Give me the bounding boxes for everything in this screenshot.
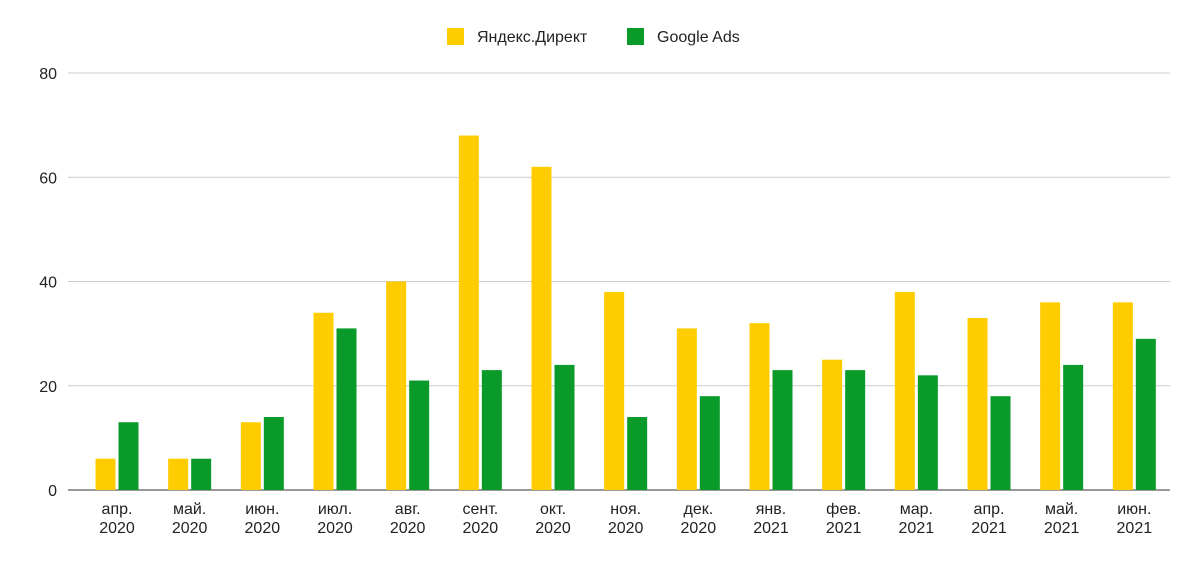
x-tick-label-month: июл. [318,501,352,518]
legend-label-yandex: Яндекс.Директ [477,29,588,46]
bar-google-4 [409,380,430,490]
y-tick-label: 80 [39,66,57,83]
bar-yandex-4 [386,281,407,490]
bar-yandex-9 [749,323,770,490]
x-tick-label-year: 2020 [608,520,644,537]
bar-google-2 [263,417,284,490]
x-tick-label-year: 2020 [463,520,499,537]
x-tick-label-month: янв. [756,501,786,518]
x-tick-label-month: авг. [395,501,421,518]
x-tick-label-month: ноя. [610,501,641,518]
bar-google-14 [1135,338,1156,490]
x-tick-label-year: 2020 [681,520,717,537]
bar-yandex-8 [676,328,697,490]
x-tick-label-month: дек. [683,501,713,518]
bar-yandex-3 [313,312,334,490]
legend-swatch-google [627,28,644,45]
x-tick-label-year: 2020 [535,520,571,537]
x-tick-label-year: 2021 [1117,520,1153,537]
y-tick-label: 40 [39,275,57,292]
legend-label-google: Google Ads [657,29,740,46]
bars [95,135,1156,491]
bar-google-0 [118,422,139,490]
legend: Яндекс.Директ Google Ads [447,28,740,46]
legend-swatch-yandex [447,28,464,45]
x-tick-label-year: 2021 [899,520,935,537]
bar-google-3 [336,328,357,490]
x-tick-label-month: апр. [974,501,1005,518]
x-tick-label-month: июн. [1117,501,1151,518]
x-tick-label-month: июн. [245,501,279,518]
bar-google-10 [845,370,866,490]
bar-google-5 [481,370,502,490]
bar-yandex-6 [531,166,552,490]
x-tick-label-year: 2021 [826,520,862,537]
bar-google-12 [990,396,1011,490]
bar-yandex-7 [604,291,625,490]
y-tick-label: 0 [48,483,57,500]
x-axis: апр. 2020 май. 2020 июн. 2020 июл. 2020 авг. 2020… [99,501,1152,537]
bar-yandex-1 [168,458,189,490]
x-tick-label-year: 2021 [753,520,789,537]
x-tick-label-month: сент. [462,501,498,518]
y-tick-label: 60 [39,170,57,187]
x-tick-label-year: 2020 [317,520,353,537]
bar-yandex-12 [967,317,988,490]
x-tick-label-year: 2020 [172,520,208,537]
bar-google-9 [772,370,793,490]
x-tick-label-month: май. [1045,501,1078,518]
bar-yandex-13 [1040,302,1061,490]
x-tick-label-year: 2021 [971,520,1007,537]
bar-google-1 [191,458,212,490]
bar-google-8 [699,396,720,490]
bar-google-11 [917,375,938,490]
x-tick-label-year: 2020 [245,520,281,537]
bar-yandex-0 [95,458,116,490]
x-tick-label-year: 2021 [1044,520,1080,537]
bar-yandex-5 [458,135,479,491]
y-tick-label: 20 [39,379,57,396]
x-tick-label-month: май. [173,501,206,518]
bar-yandex-14 [1112,302,1133,490]
bar-yandex-11 [894,291,915,490]
x-tick-label-year: 2020 [99,520,135,537]
bar-google-6 [554,364,575,490]
bar-google-7 [627,417,648,490]
x-tick-label-year: 2020 [390,520,426,537]
bar-yandex-2 [240,422,261,490]
x-tick-label-month: фев. [826,501,861,518]
x-tick-label-month: мар. [900,501,933,518]
bar-yandex-10 [822,359,843,490]
y-axis: 0 20 40 60 80 [39,66,57,500]
x-tick-label-month: апр. [102,501,133,518]
x-tick-label-month: окт. [540,501,566,518]
bar-google-13 [1063,364,1084,490]
